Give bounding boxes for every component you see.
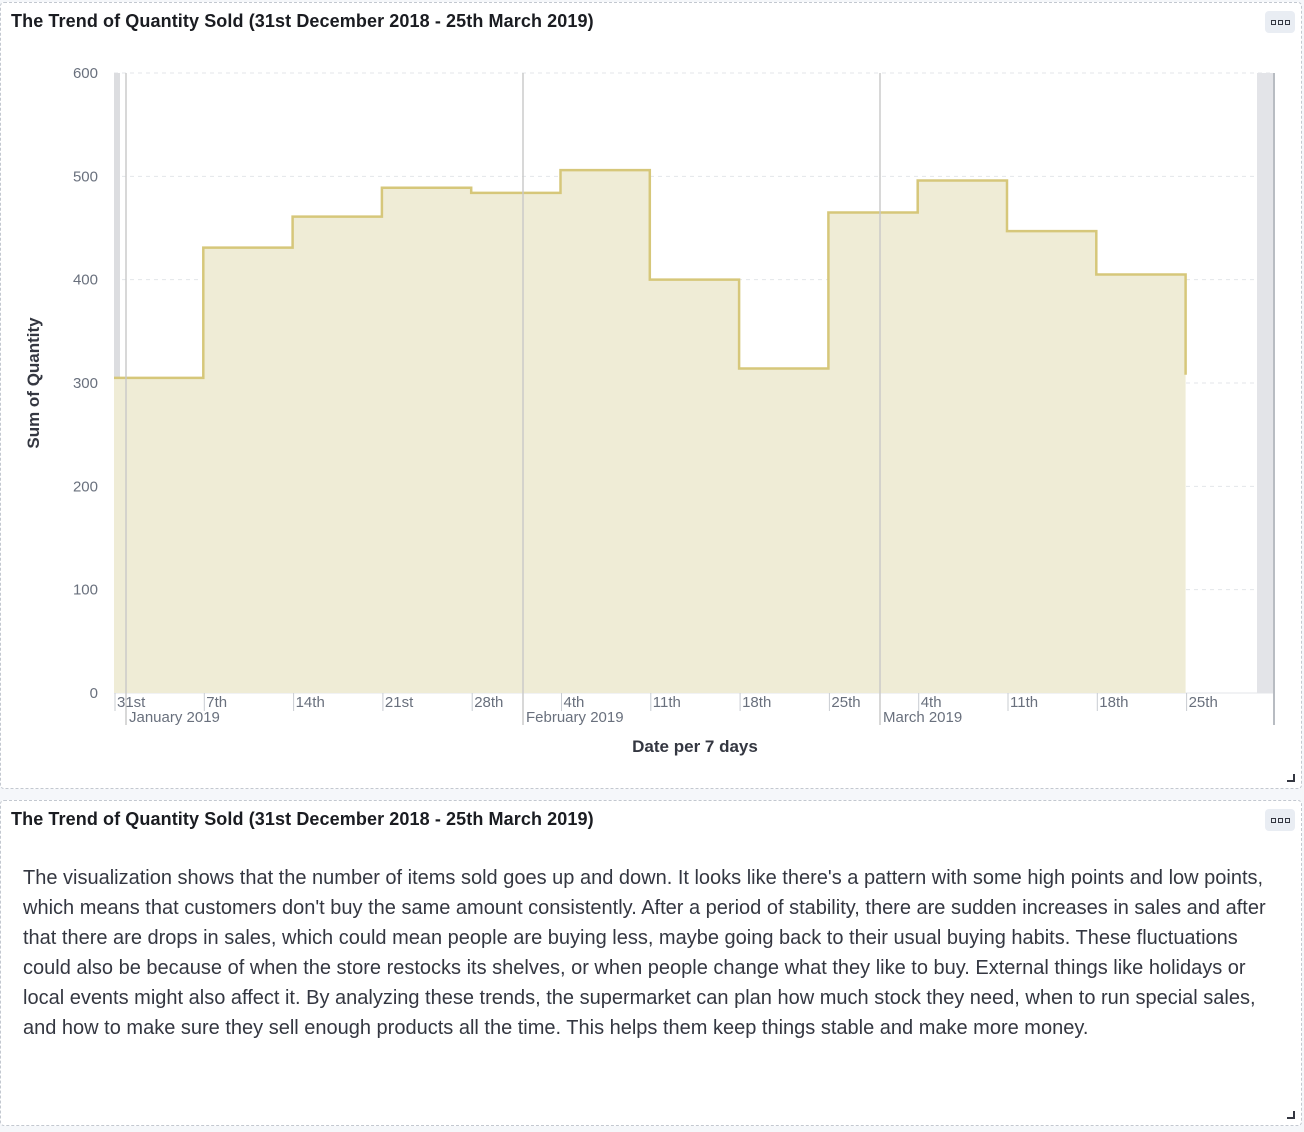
x-tick-label: 31st <box>117 694 146 711</box>
x-month-label: February 2019 <box>526 709 624 726</box>
x-tick-label: 4th <box>921 694 942 711</box>
x-tick-label: 4th <box>564 694 585 711</box>
chart-panel: The Trend of Quantity Sold (31st Decembe… <box>0 2 1302 789</box>
x-tick-label: 7th <box>206 694 227 711</box>
x-tick-label: 14th <box>296 694 325 711</box>
description-text: The visualization shows that the number … <box>23 867 1266 1039</box>
range-end-band <box>1257 73 1273 693</box>
options-menu-icon[interactable] <box>1265 11 1295 33</box>
y-tick-label: 600 <box>73 65 98 82</box>
x-month-label: January 2019 <box>129 709 220 726</box>
text-panel: The Trend of Quantity Sold (31st Decembe… <box>0 800 1302 1126</box>
x-tick-label: 18th <box>1099 694 1128 711</box>
x-tick-label: 18th <box>742 694 771 711</box>
quantity-trend-chart: 0 100 200 300 400 500 600 Sum of Quantity 31st 7t… <box>24 65 1275 756</box>
panel-title: The Trend of Quantity Sold (31st Decembe… <box>11 809 594 829</box>
y-axis-title: Sum of Quantity <box>24 317 43 449</box>
y-tick-label: 200 <box>73 478 98 495</box>
resize-handle-icon[interactable] <box>1287 774 1295 782</box>
y-tick-label: 100 <box>73 582 98 599</box>
y-tick-label: 500 <box>73 168 98 185</box>
x-tick-label: 28th <box>474 694 503 711</box>
x-tick-label: 25th <box>1189 694 1218 711</box>
panel-title: The Trend of Quantity Sold (31st Decembe… <box>11 11 594 31</box>
y-tick-label: 300 <box>73 375 98 392</box>
resize-handle-icon[interactable] <box>1287 1111 1295 1119</box>
x-tick-label: 11th <box>653 694 681 711</box>
y-tick-label: 400 <box>73 272 98 289</box>
x-month-label: March 2019 <box>883 709 962 726</box>
y-tick-label: 0 <box>90 685 98 702</box>
options-menu-icon[interactable] <box>1265 809 1295 831</box>
x-tick-label: 11th <box>1010 694 1038 711</box>
x-tick-label: 21st <box>385 694 414 711</box>
x-tick-label: 25th <box>831 694 860 711</box>
area-fill <box>114 170 1186 694</box>
series-line <box>114 168 1187 380</box>
x-axis-title: Date per 7 days <box>632 737 758 756</box>
